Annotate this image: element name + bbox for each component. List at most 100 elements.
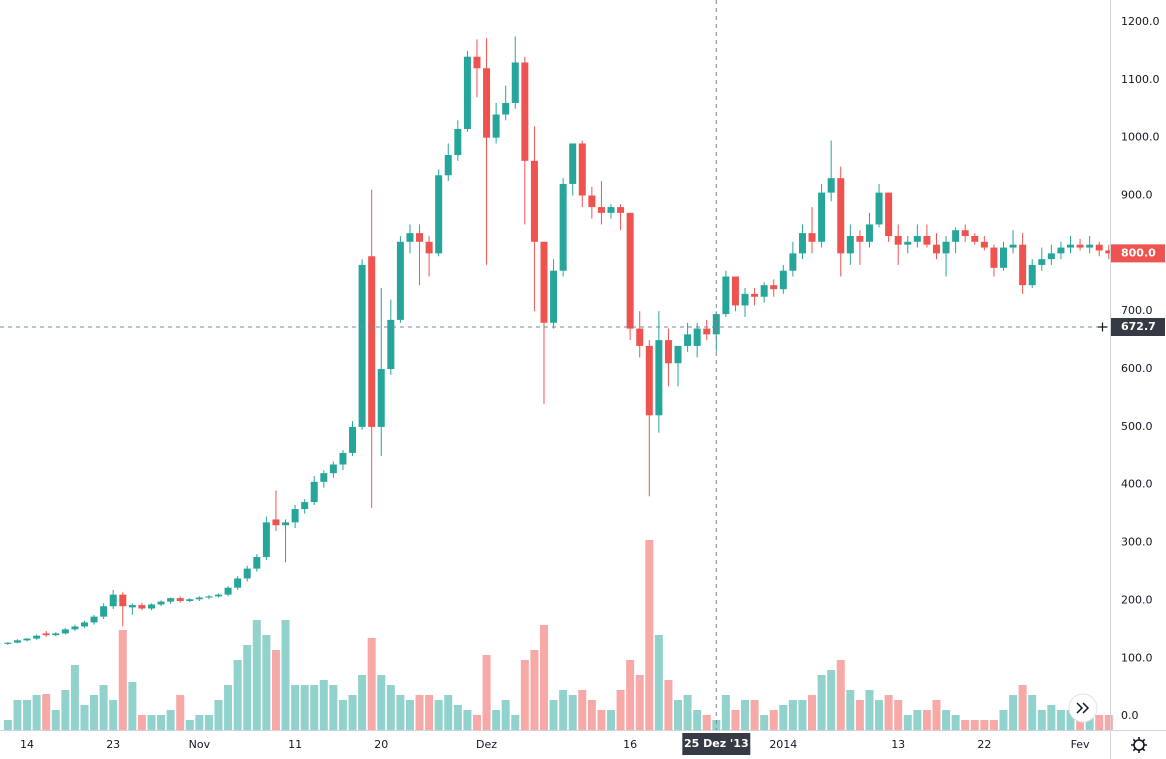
volume-bar [348, 695, 357, 730]
candle-body [1038, 259, 1046, 265]
candle-body [779, 270, 787, 290]
candle-body [90, 616, 98, 623]
candle-body [808, 233, 816, 242]
volume-bar [453, 705, 462, 730]
candle-body [387, 319, 395, 370]
candle-body [1067, 244, 1075, 248]
volume-bar [463, 710, 472, 730]
candle-body [530, 160, 538, 242]
y-tick-label: 500.0 [1121, 420, 1153, 433]
candle-body [167, 598, 175, 602]
volume-bar [291, 685, 300, 730]
volume-bar [559, 690, 568, 730]
volume-bar [520, 660, 529, 730]
volume-bar [425, 695, 434, 730]
candle-body [827, 178, 835, 193]
volume-bar [377, 675, 386, 730]
volume-bar [51, 710, 60, 730]
volume-bar [808, 695, 817, 730]
candle-body [349, 426, 357, 453]
volume-bar [338, 700, 347, 730]
candle-body [502, 102, 510, 115]
volume-bar [176, 695, 185, 730]
volume-bar [185, 720, 194, 730]
volume-bar [712, 720, 721, 730]
volume-bar [769, 710, 778, 730]
volume-bar [827, 670, 836, 730]
candle-body [722, 276, 730, 315]
candle-body [1009, 244, 1017, 248]
volume-bar [128, 682, 137, 730]
volume-bar [1056, 710, 1065, 730]
volume-bar [243, 645, 252, 730]
volume-bar [367, 638, 376, 730]
candle-body [588, 195, 596, 208]
candle-body [358, 264, 366, 427]
axes-layer: 0.0 100.0 200.0 300.0 400.0 500.0 600.0 700.0 80… [20, 15, 1165, 755]
candle-body [310, 481, 318, 503]
volume-bar [903, 715, 912, 730]
volume-bar [233, 660, 242, 730]
candle-body [416, 233, 424, 242]
volume-bar [13, 700, 22, 730]
y-tick-label: 1000.0 [1121, 131, 1160, 144]
candle-body [492, 114, 500, 138]
volume-bar [1095, 715, 1104, 730]
volume-bar [1076, 715, 1085, 730]
candle-body [818, 192, 826, 242]
candle-body [846, 236, 854, 254]
crosshair-price-box [1111, 317, 1165, 336]
candle-body [42, 633, 50, 636]
candle-body [282, 522, 290, 526]
candle-body [990, 247, 998, 268]
candle-body [1057, 247, 1065, 254]
volume-bar [951, 715, 960, 730]
candle-body [550, 270, 558, 323]
candle-body [932, 244, 940, 254]
candle-body [396, 241, 404, 320]
x-tick-label: 23 [106, 738, 120, 751]
volume-bar [616, 690, 625, 730]
candle-body [693, 328, 701, 346]
volume-bar [386, 685, 395, 730]
volume-bar [42, 694, 51, 730]
candle-body [435, 175, 443, 254]
volume-bar [741, 700, 750, 730]
x-tick-label: Nov [189, 738, 211, 751]
volume-bar [90, 695, 99, 730]
candle-body [856, 236, 864, 242]
volume-bar [501, 700, 510, 730]
volume-bar [434, 700, 443, 730]
volume-bar [922, 710, 931, 730]
volume-bar [1047, 705, 1056, 730]
last-price-tag: 800.0 [1111, 244, 1165, 263]
candle-body [770, 285, 778, 290]
candle-body [147, 604, 155, 609]
settings-gear[interactable] [1131, 737, 1147, 753]
candle-body [559, 183, 567, 271]
candle-body [109, 594, 117, 607]
volume-bar [195, 715, 204, 730]
candle-body [291, 509, 299, 523]
volume-bar [147, 715, 156, 730]
candle-body [128, 605, 136, 608]
overlay-layer [0, 0, 1110, 730]
volume-bar [1009, 695, 1018, 730]
x-tick-label: 11 [288, 738, 302, 751]
candle-body [301, 502, 309, 510]
volume-bar [1018, 685, 1027, 730]
scroll-button[interactable] [1068, 693, 1098, 723]
volume-bar [932, 700, 941, 730]
volume-bar [444, 695, 453, 730]
volume-bar [262, 635, 271, 730]
candle-body [636, 328, 644, 346]
candle-body [894, 236, 902, 245]
candle-body [798, 233, 806, 254]
candle-body [1019, 244, 1027, 286]
volume-bar [654, 635, 663, 730]
candle-body [262, 522, 270, 558]
candle-body [454, 128, 462, 156]
volume-bar [693, 710, 702, 730]
volume-bar [482, 655, 491, 730]
